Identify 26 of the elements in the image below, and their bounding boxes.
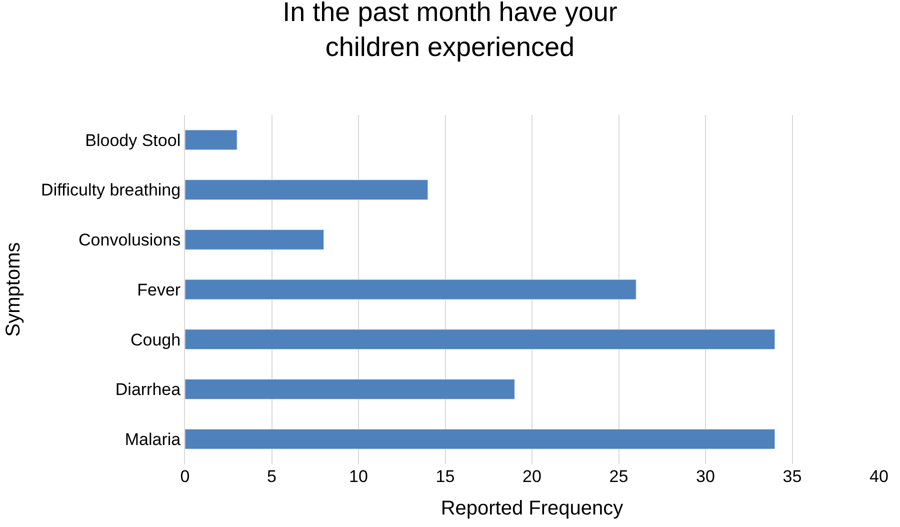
x-tick-label: 10 xyxy=(349,467,368,486)
x-tick-label: 5 xyxy=(267,467,276,486)
x-tick-label: 35 xyxy=(782,467,802,486)
x-tick-label: 30 xyxy=(696,467,715,486)
x-tick-label: 25 xyxy=(609,467,628,486)
bar xyxy=(185,329,776,350)
y-tick-label: Convolusions xyxy=(78,230,181,250)
bar xyxy=(185,229,324,250)
chart-title: In the past month have your children experienced xyxy=(282,0,618,62)
bar xyxy=(185,180,428,200)
x-tick-label: 20 xyxy=(522,467,542,486)
y-tick-label: Fever xyxy=(137,280,181,300)
y-tick-label: Difficulty breathing xyxy=(41,180,181,200)
bar xyxy=(185,130,238,150)
y-tick-label: Malaria xyxy=(124,430,182,450)
x-tick-label: 40 xyxy=(870,467,888,486)
bar xyxy=(185,279,636,300)
x-tick-label: 0 xyxy=(180,467,190,486)
y-axis-title: Symptoms xyxy=(2,242,25,337)
bar xyxy=(185,378,515,400)
y-tick-label: Cough xyxy=(130,330,181,350)
bar xyxy=(185,428,776,450)
y-tick-label: Bloody Stool xyxy=(85,130,181,150)
x-tick-label: 15 xyxy=(436,467,455,486)
y-tick-label: Diarrhea xyxy=(115,380,182,400)
x-axis-title: Reported Frequency xyxy=(440,498,624,520)
